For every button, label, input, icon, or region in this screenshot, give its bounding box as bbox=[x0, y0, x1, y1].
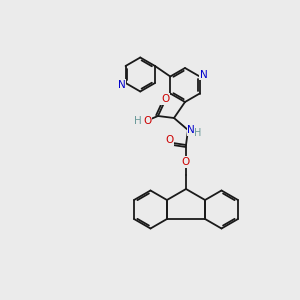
Text: N: N bbox=[187, 125, 195, 135]
Text: O: O bbox=[165, 135, 173, 145]
Text: O: O bbox=[161, 94, 169, 104]
Text: H: H bbox=[194, 128, 202, 138]
Text: N: N bbox=[118, 80, 125, 90]
Text: N: N bbox=[200, 70, 208, 80]
Text: O: O bbox=[182, 157, 190, 167]
Text: H: H bbox=[134, 116, 142, 126]
Text: O: O bbox=[143, 116, 151, 126]
